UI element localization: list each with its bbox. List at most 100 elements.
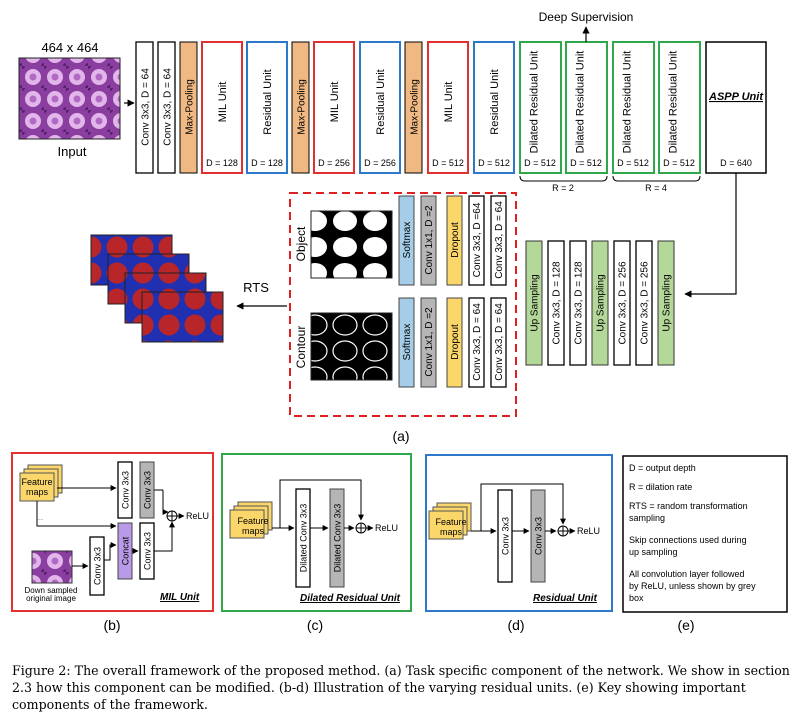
maxpool-3: [404, 41, 423, 174]
mil-unit-256-label: MIL Unit: [329, 82, 341, 123]
residual-unit-panel: [425, 454, 613, 612]
contour-dropout: [446, 297, 463, 388]
mil-unit-256: [313, 41, 355, 174]
residual-unit-128: [246, 41, 288, 174]
residual-relu: ReLU: [577, 526, 600, 536]
mil-unit-128-depth: D = 128: [206, 158, 238, 168]
dilated-unit-r4-a-label: Dilated Residual Unit: [622, 51, 634, 154]
residual-panel-title: Residual Unit: [533, 593, 598, 604]
conv-block-1-label: Conv 3x3, D = 64: [141, 68, 152, 146]
object-softmax: [398, 195, 415, 286]
mil-unit-128: [201, 41, 243, 174]
key-item-dilation: R = dilation rate: [629, 482, 692, 492]
dilated-relu: ReLU: [375, 523, 398, 533]
residual-unit-512-label: Residual Unit: [489, 69, 501, 134]
dilated-unit-r2-b: [565, 41, 608, 174]
dilated-conv-1: [295, 488, 311, 588]
key-item-skip: Skip connections used during up sampling: [629, 535, 747, 557]
dilated-unit-r4-b-depth: D = 512: [663, 158, 695, 168]
mil-conv-top-label: Conv 3x3: [121, 471, 131, 509]
dilated-unit-r4-a-depth: D = 512: [617, 158, 649, 168]
dilated-conv-2: [329, 488, 345, 588]
mil-relu: ReLU: [186, 511, 209, 521]
dilated-feature-maps: [229, 509, 265, 539]
contour-conv1x1: [420, 297, 437, 388]
residual-unit-128-depth: D = 128: [251, 158, 283, 168]
object-conv1x1-label: Conv 1x1, D =2: [424, 205, 435, 275]
decoder-conv256-b: [635, 240, 653, 366]
mil-unit-512: [427, 41, 469, 174]
mil-unit-panel: [11, 452, 214, 612]
residual-unit-256-depth: D = 256: [364, 158, 396, 168]
maxpool-2-label: Max-Pooling: [297, 79, 308, 135]
mil-feature-maps-label: Feature maps: [21, 477, 52, 497]
maxpool-1: [179, 41, 198, 174]
mil-unit-512-depth: D = 512: [432, 158, 464, 168]
residual-feature-maps: [428, 510, 464, 540]
mil-conv-grey-label: Conv 3x3: [143, 471, 153, 509]
residual-unit-128-label: Residual Unit: [262, 69, 274, 134]
up-sampling-1-label: Up Sampling: [530, 274, 541, 331]
conv-block-2-label: Conv 3x3, D = 64: [163, 68, 174, 146]
key-item-rts: RTS = random transformation sampling: [629, 501, 748, 523]
contour-conv64-b-label: Conv 3x3, D = 64: [494, 303, 505, 381]
rts-label: RTS: [243, 280, 269, 295]
contour-dropout-label: Dropout: [450, 324, 461, 360]
mil-concat-label: Concat: [121, 536, 131, 565]
object-conv64-b-label: Conv 3x3, D = 64: [494, 201, 505, 279]
dilated-unit-r2-a: [519, 41, 562, 174]
dilated-unit-r2-a-label: Dilated Residual Unit: [529, 51, 541, 154]
object-map: [310, 210, 393, 279]
contour-softmax-label: Softmax: [402, 324, 413, 361]
dilated-conv-2-label: Dilated Conv 3x3: [333, 504, 343, 573]
input-image: [18, 57, 121, 140]
object-softmax-label: Softmax: [402, 222, 413, 259]
dilated-unit-panel: [221, 453, 412, 612]
aspp-unit-label: ASPP Unit: [708, 91, 764, 103]
key-item-relu: All convolution layer followed by ReLU, u…: [629, 569, 756, 603]
residual-feature-maps-label: Feature maps: [435, 517, 466, 537]
contour-conv64-b: [490, 297, 507, 388]
residual-unit-512: [473, 41, 515, 174]
decoder-conv128-a-label: Conv 3x3, D = 128: [552, 261, 563, 345]
object-label: Object: [294, 226, 308, 261]
mil-unit-512-label: MIL Unit: [443, 82, 455, 123]
decoder-conv256-b-label: Conv 3x3, D = 256: [640, 261, 651, 345]
residual-unit-256-label: Residual Unit: [375, 69, 387, 134]
dilation-rate-4: R = 4: [645, 183, 667, 193]
figure-caption: Figure 2: The overall framework of the p…: [12, 663, 790, 712]
dilated-unit-r2-b-depth: D = 512: [570, 158, 602, 168]
dilated-unit-r4-b: [658, 41, 701, 174]
dilated-conv-1-label: Dilated Conv 3x3: [299, 504, 309, 573]
contour-softmax: [398, 297, 415, 388]
dilated-unit-r4-b-label: Dilated Residual Unit: [668, 51, 680, 154]
dilated-unit-r2-a-depth: D = 512: [524, 158, 556, 168]
input-size: 464 x 464: [41, 40, 98, 55]
residual-conv-1-label: Conv 3x3: [501, 517, 511, 555]
up-sampling-2: [591, 240, 609, 366]
mil-unit-256-depth: D = 256: [318, 158, 350, 168]
svg-text:Down sampled original image: Down sampled original image: [51, 592, 65, 594]
residual-unit-256: [359, 41, 401, 174]
dilated-feature-maps-label: Feature maps: [237, 516, 268, 536]
residual-conv-1: [497, 489, 513, 583]
mil-unit-128-label: MIL Unit: [217, 82, 229, 123]
task-specific-component: [289, 192, 517, 417]
rts-output-4: [141, 291, 224, 343]
object-conv64-a-label: Conv 3x3, D =64: [472, 202, 483, 277]
contour-conv1x1-label: Conv 1x1, D =2: [424, 307, 435, 377]
panel-d-label: (d): [507, 617, 524, 633]
object-conv64-a: [468, 195, 485, 286]
key-item-depth: D = output depth: [629, 463, 696, 473]
mil-feature-maps: [19, 472, 55, 502]
conv-block-2: [157, 41, 176, 174]
contour-map: [310, 312, 393, 381]
dilation-rate-2: R = 2: [552, 183, 574, 193]
downsampled-label: Down sampled original image: [25, 586, 78, 603]
decoder-conv128-b: [569, 240, 587, 366]
up-sampling-1: [525, 240, 543, 366]
mil-image-conv-label: Conv 3x3: [93, 547, 103, 585]
dilated-panel-title: Dilated Residual Unit: [300, 593, 401, 604]
up-sampling-3-label: Up Sampling: [662, 274, 673, 331]
panel-a-label: (a): [392, 428, 409, 444]
